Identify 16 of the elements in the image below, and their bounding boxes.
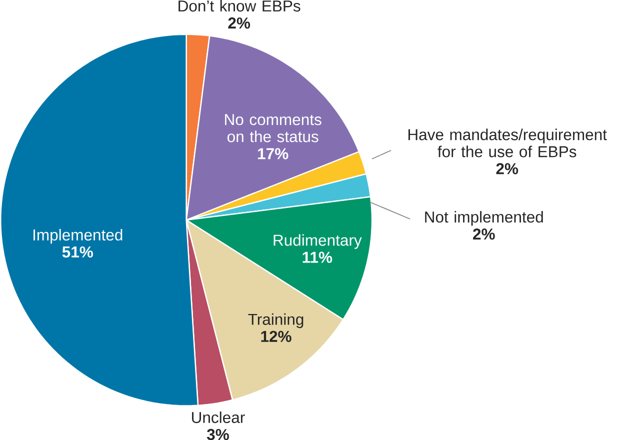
data-label: 2% bbox=[228, 17, 250, 28]
data-label: 11% bbox=[302, 252, 332, 263]
slice-label: Training bbox=[248, 313, 304, 328]
slice-label: Implemented bbox=[34, 228, 122, 244]
data-label: 3% bbox=[206, 428, 229, 440]
data-label: 2% bbox=[496, 163, 518, 174]
data-label: 51% bbox=[62, 246, 93, 258]
slice-label: Have mandates/requirement for the use of EBPs bbox=[408, 128, 607, 158]
data-label: 2% bbox=[473, 228, 495, 240]
slice-label: No comments on the status bbox=[225, 114, 322, 142]
data-label: 17% bbox=[258, 148, 288, 160]
slice-label: Unclear bbox=[192, 411, 245, 424]
data-label: 12% bbox=[261, 330, 292, 342]
slice-label: Not implemented bbox=[425, 210, 543, 226]
slice-label: Don’t know EBPs bbox=[178, 0, 300, 12]
slice-label: Rudimentary bbox=[274, 234, 362, 249]
